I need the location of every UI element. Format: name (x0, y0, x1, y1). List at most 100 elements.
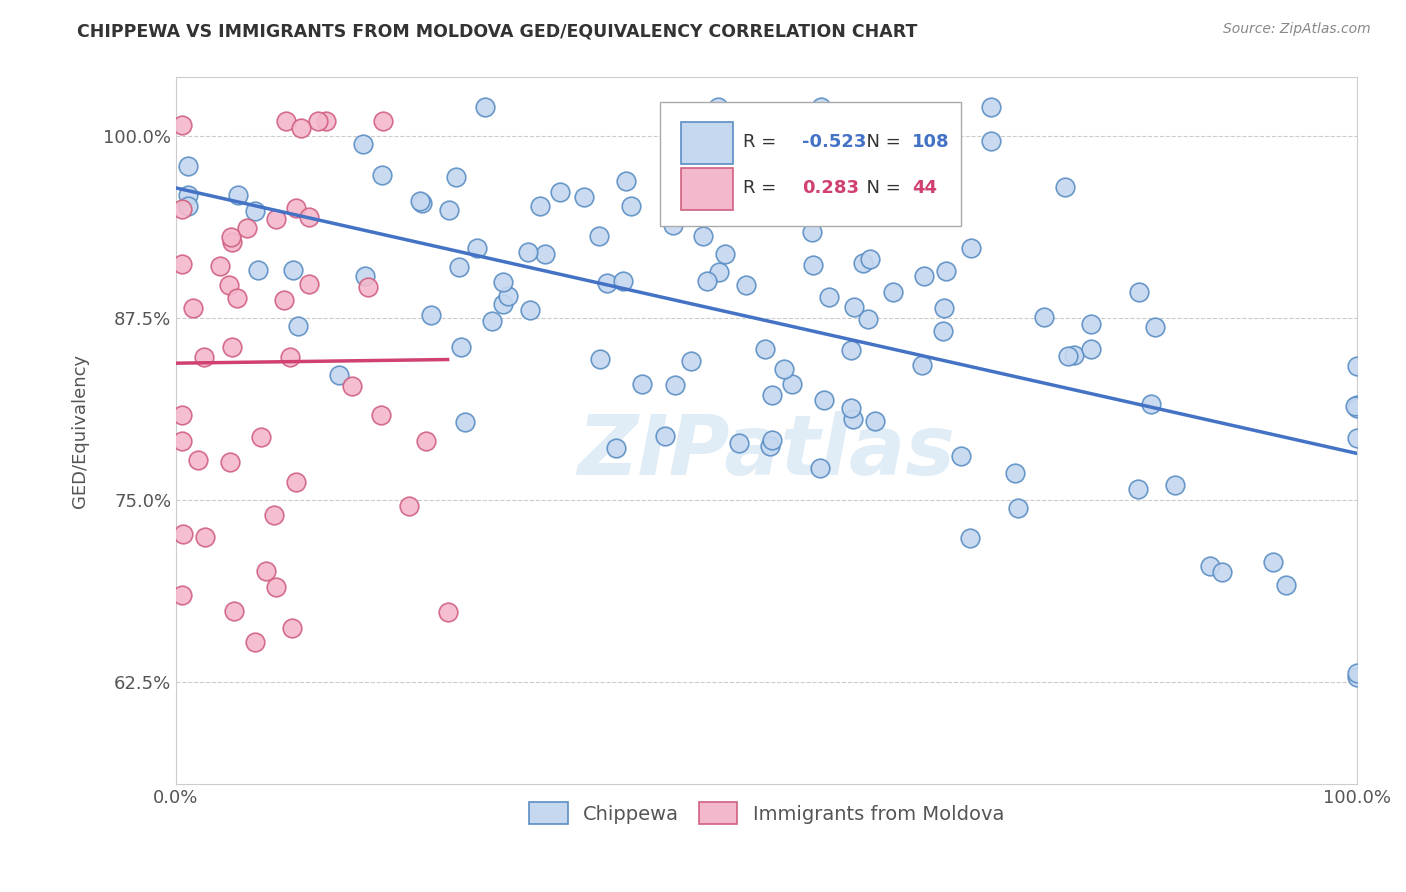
Point (959, 531, 981, 545)
Point (696, 274, 718, 288)
Point (219, 454, 242, 468)
Point (761, 433, 783, 447)
Point (437, 605, 460, 619)
Point (266, 580, 288, 594)
Point (534, 247, 557, 261)
Point (181, 301, 204, 315)
Point (170, 408, 193, 422)
Point (1346, 401, 1368, 416)
Point (1004, 466, 1026, 480)
Point (1080, 343, 1102, 357)
Point (398, 499, 420, 513)
Point (780, 169, 803, 184)
Point (243, 634, 266, 648)
Point (177, 188, 200, 202)
Point (813, 393, 835, 408)
Point (612, 274, 634, 288)
Point (1057, 349, 1080, 363)
Point (449, 260, 471, 274)
Point (236, 220, 259, 235)
Point (263, 508, 285, 523)
Point (496, 289, 519, 303)
Point (450, 340, 472, 354)
Point (246, 262, 269, 277)
Point (858, 252, 880, 267)
Point (911, 358, 934, 372)
Point (250, 430, 273, 444)
Point (1140, 397, 1163, 411)
Point (354, 269, 377, 284)
Point (287, 318, 309, 333)
Point (839, 401, 862, 416)
Point (605, 441, 627, 455)
Point (1346, 399, 1368, 413)
Text: 44: 44 (911, 179, 936, 197)
FancyBboxPatch shape (682, 122, 734, 163)
Point (727, 435, 749, 450)
FancyBboxPatch shape (682, 168, 734, 210)
Point (285, 475, 308, 490)
Point (276, 114, 298, 128)
Point (170, 256, 193, 270)
Point (342, 379, 364, 393)
Point (706, 99, 728, 113)
Point (935, 264, 957, 278)
Point (437, 202, 460, 217)
Point (219, 229, 242, 244)
Point (808, 460, 831, 475)
Point (177, 199, 200, 213)
Point (1143, 319, 1166, 334)
Point (1199, 558, 1222, 573)
Point (170, 118, 193, 132)
Point (221, 340, 243, 354)
Point (1007, 500, 1029, 515)
Point (194, 530, 217, 544)
Point (980, 134, 1002, 148)
Point (281, 263, 304, 277)
Point (1346, 670, 1368, 684)
Point (226, 291, 249, 305)
Point (679, 354, 702, 368)
Point (1164, 478, 1187, 492)
Point (465, 241, 488, 255)
Point (474, 99, 496, 113)
Point (307, 114, 329, 128)
Point (754, 343, 776, 357)
Point (734, 277, 756, 292)
Point (492, 297, 515, 311)
Point (284, 201, 307, 215)
Point (548, 185, 571, 199)
Point (290, 121, 312, 136)
Point (842, 411, 865, 425)
Legend: Chippewa, Immigrants from Moldova: Chippewa, Immigrants from Moldova (519, 792, 1014, 834)
Point (221, 235, 243, 249)
Point (264, 211, 287, 226)
Point (818, 290, 841, 304)
Point (912, 269, 935, 284)
Point (863, 414, 886, 428)
Point (170, 202, 193, 217)
Point (773, 362, 796, 376)
Point (1126, 483, 1149, 497)
Point (1211, 565, 1233, 579)
Text: R =: R = (742, 179, 787, 197)
Y-axis label: GED/Equivalency: GED/Equivalency (72, 353, 89, 508)
Point (208, 260, 231, 274)
Point (932, 301, 955, 315)
Point (1346, 359, 1368, 373)
Point (589, 352, 612, 367)
Point (782, 376, 804, 391)
Point (408, 194, 430, 209)
Point (243, 203, 266, 218)
Point (614, 173, 637, 187)
Point (177, 159, 200, 173)
Point (631, 376, 654, 391)
Point (1053, 180, 1076, 194)
Point (960, 241, 983, 255)
Point (170, 434, 193, 449)
Point (950, 450, 973, 464)
Point (298, 277, 321, 291)
Point (980, 99, 1002, 113)
Point (371, 114, 394, 128)
Point (193, 351, 215, 365)
